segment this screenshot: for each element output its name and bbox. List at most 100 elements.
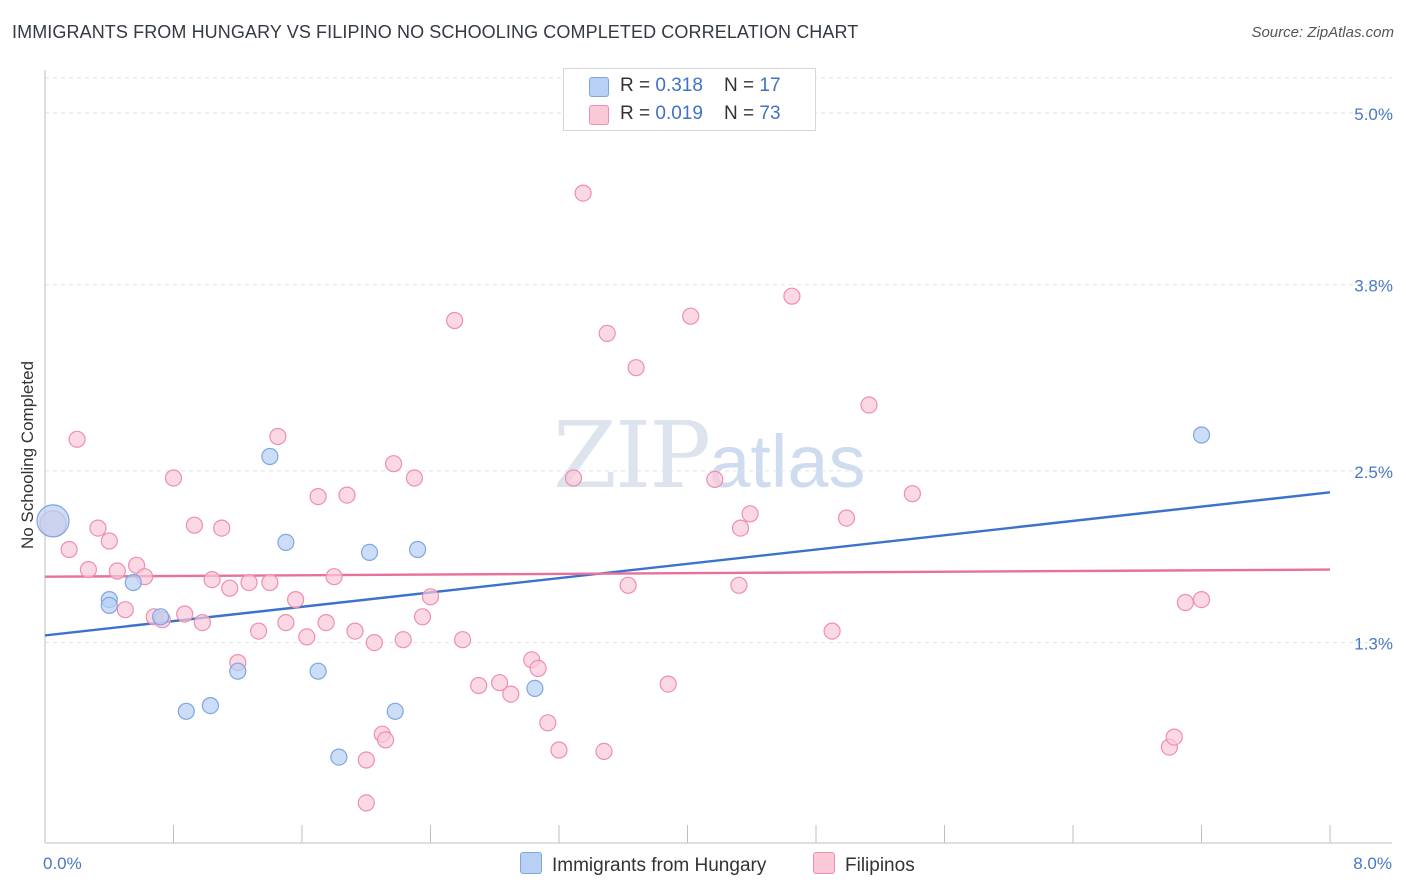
- legend-n-value-filipinos: 73: [759, 103, 781, 124]
- legend-n-value-hungary: 17: [759, 75, 781, 96]
- point-filipinos: [68, 430, 86, 448]
- point-filipinos: [213, 519, 231, 537]
- legend-r-label: R =: [620, 75, 656, 96]
- point-filipinos: [394, 631, 412, 649]
- point-filipinos: [731, 519, 750, 537]
- point-filipinos: [539, 714, 557, 732]
- point-hungary: [100, 596, 118, 615]
- point-filipinos: [116, 601, 134, 619]
- point-filipinos: [298, 628, 316, 646]
- legend-n-label: N =: [724, 103, 760, 124]
- point-filipinos: [203, 570, 221, 589]
- point-filipinos: [491, 674, 509, 692]
- trend-line-filipinos: [44, 568, 1331, 578]
- series-legend-hungary: Immigrants from Hungary: [520, 852, 766, 877]
- trend-line-hungary: [44, 491, 1331, 637]
- point-filipinos: [550, 741, 568, 759]
- point-hungary: [152, 608, 170, 626]
- x-tick-label: 0.0%: [43, 854, 82, 873]
- point-filipinos: [287, 590, 305, 609]
- point-filipinos: [413, 608, 432, 626]
- point-filipinos: [385, 455, 403, 473]
- point-filipinos: [309, 488, 327, 506]
- point-filipinos: [783, 287, 801, 305]
- point-filipinos: [89, 519, 107, 537]
- watermark-zip: ZIP: [553, 402, 711, 509]
- point-hungary: [124, 573, 142, 592]
- point-filipinos: [595, 742, 613, 761]
- correlation-legend: R = 0.318 N = 17 R = 0.019 N = 73: [563, 68, 816, 131]
- legend-swatch-filipinos: [589, 105, 609, 125]
- point-filipinos: [164, 469, 183, 487]
- trend-lines: [44, 491, 1331, 637]
- series-legend-filipinos: Filipinos: [813, 852, 915, 877]
- point-filipinos: [682, 307, 700, 325]
- point-filipinos: [1165, 728, 1183, 746]
- series-name-hungary: Immigrants from Hungary: [552, 855, 767, 876]
- point-filipinos: [193, 613, 211, 632]
- point-filipinos: [502, 685, 520, 703]
- point-filipinos: [823, 622, 841, 640]
- point-filipinos: [365, 633, 383, 652]
- point-hungary: [229, 662, 247, 680]
- y-tick-label: 2.5%: [1354, 463, 1393, 482]
- point-filipinos: [108, 562, 126, 580]
- point-filipinos: [261, 573, 279, 592]
- y-tick-label: 3.8%: [1354, 277, 1393, 296]
- point-hungary: [177, 702, 195, 720]
- tick-labels: 1.3% 2.5% 3.8% 5.0% 0.0% 8.0%: [43, 105, 1393, 873]
- series-swatch-filipinos: [813, 852, 835, 874]
- point-filipinos: [221, 579, 239, 597]
- point-filipinos: [325, 568, 343, 586]
- point-filipinos: [627, 359, 645, 377]
- watermark-atlas: atlas: [709, 420, 866, 503]
- point-filipinos: [529, 659, 547, 678]
- x-tick-label: 8.0%: [1353, 854, 1392, 873]
- point-filipinos: [1192, 590, 1211, 609]
- point-filipinos: [421, 588, 440, 606]
- point-filipinos: [60, 540, 78, 559]
- point-hungary: [1192, 426, 1211, 444]
- point-filipinos: [1176, 593, 1195, 612]
- chart-source: Source: ZipAtlas.com: [1251, 24, 1394, 41]
- series-name-filipinos: Filipinos: [845, 855, 915, 876]
- axes: [44, 70, 1392, 844]
- point-filipinos: [405, 469, 423, 487]
- point-hungary: [386, 702, 404, 720]
- point-filipinos: [470, 676, 488, 695]
- point-hungary: [36, 504, 70, 538]
- point-hungary: [201, 696, 219, 715]
- point-filipinos: [741, 505, 759, 523]
- point-filipinos: [659, 675, 677, 693]
- series-swatch-hungary: [520, 852, 542, 874]
- point-hungary: [360, 543, 379, 562]
- point-filipinos: [250, 622, 268, 640]
- point-filipinos: [574, 184, 592, 202]
- point-filipinos: [598, 324, 616, 342]
- point-filipinos: [837, 509, 856, 527]
- data-points: [36, 184, 1211, 812]
- point-filipinos: [619, 576, 637, 594]
- point-hungary: [409, 540, 427, 559]
- point-filipinos: [240, 573, 258, 592]
- point-filipinos: [317, 613, 335, 632]
- point-filipinos: [706, 470, 724, 488]
- y-tick-label: 1.3%: [1354, 635, 1393, 654]
- legend-r-label: R =: [620, 103, 656, 124]
- point-filipinos: [564, 469, 583, 487]
- point-filipinos: [357, 751, 375, 769]
- point-filipinos: [376, 731, 395, 749]
- point-filipinos: [100, 532, 118, 550]
- point-filipinos: [446, 311, 464, 330]
- point-filipinos: [730, 576, 748, 594]
- point-filipinos: [903, 485, 922, 503]
- point-hungary: [277, 533, 295, 552]
- legend-swatch-hungary: [589, 77, 609, 97]
- point-hungary: [330, 748, 348, 766]
- point-filipinos: [176, 605, 194, 623]
- y-tick-label: 5.0%: [1354, 105, 1393, 124]
- legend-r-value-filipinos: 0.019: [655, 103, 703, 124]
- point-hungary: [526, 679, 544, 698]
- point-filipinos: [860, 396, 878, 414]
